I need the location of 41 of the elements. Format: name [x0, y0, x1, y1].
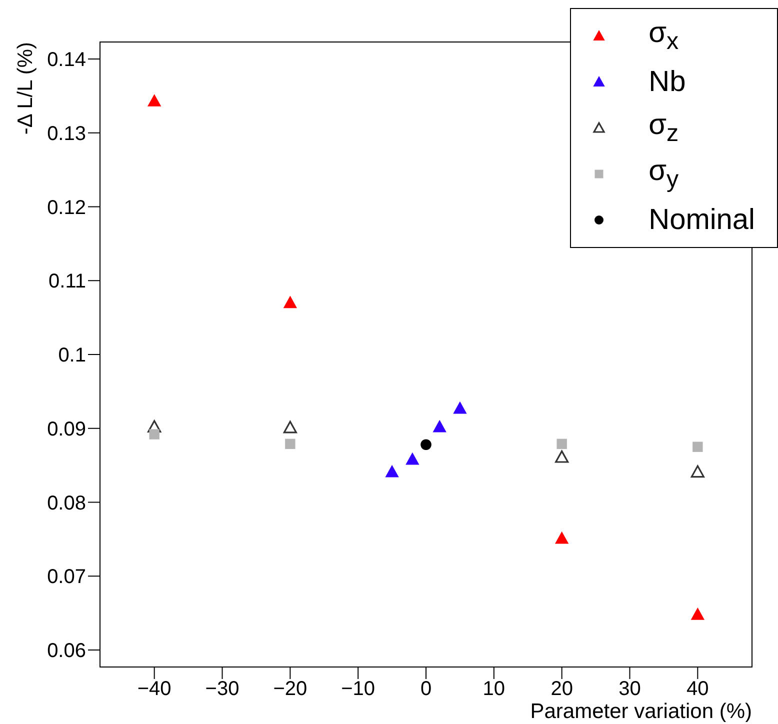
- legend-label: Nominal: [648, 204, 755, 236]
- x-tick-label: 20: [550, 678, 573, 700]
- point: [692, 442, 703, 452]
- y-tick-label: 0.12: [47, 196, 86, 219]
- point: [690, 465, 704, 478]
- point: [691, 608, 704, 620]
- point: [386, 465, 399, 478]
- x-tick-label: −20: [273, 678, 308, 700]
- x-tick-label: 30: [618, 678, 641, 700]
- y-tick-label: 0.1: [58, 344, 86, 367]
- point: [420, 439, 432, 450]
- y-tick-label: 0.13: [47, 122, 86, 145]
- legend-label: Nb: [648, 66, 686, 98]
- legend-label: σ$_{x}$: [648, 16, 679, 56]
- point: [149, 429, 160, 440]
- point: [556, 438, 567, 449]
- y-tick-label: 0.07: [47, 566, 86, 588]
- x-tick-label: −40: [137, 678, 172, 700]
- point: [283, 420, 297, 434]
- point: [555, 532, 568, 544]
- legend-label: σ$_{y}$: [648, 154, 679, 194]
- y-tick-label: 0.09: [47, 418, 86, 440]
- legend-label: σ$_{z}$: [648, 108, 679, 148]
- x-tick-label: 40: [686, 678, 709, 700]
- x-tick-label: 0: [420, 678, 432, 700]
- point: [284, 296, 297, 308]
- point: [406, 452, 419, 465]
- x-tick-label: −30: [205, 678, 240, 700]
- point: [453, 402, 466, 414]
- y-tick-label: 0.06: [47, 640, 86, 662]
- point: [555, 450, 569, 463]
- x-tick-label: 10: [482, 678, 506, 700]
- point: [285, 438, 296, 449]
- point: [148, 94, 161, 106]
- x-axis-title: Parameter variation (%): [530, 700, 752, 723]
- y-axis-title: -Δ L/L (%): [14, 42, 37, 135]
- y-tick-label: 0.11: [48, 270, 86, 293]
- y-tick-label: 0.08: [47, 492, 86, 514]
- y-tick-label: 0.14: [47, 49, 86, 72]
- x-tick-label: −10: [341, 678, 376, 700]
- point: [433, 420, 446, 432]
